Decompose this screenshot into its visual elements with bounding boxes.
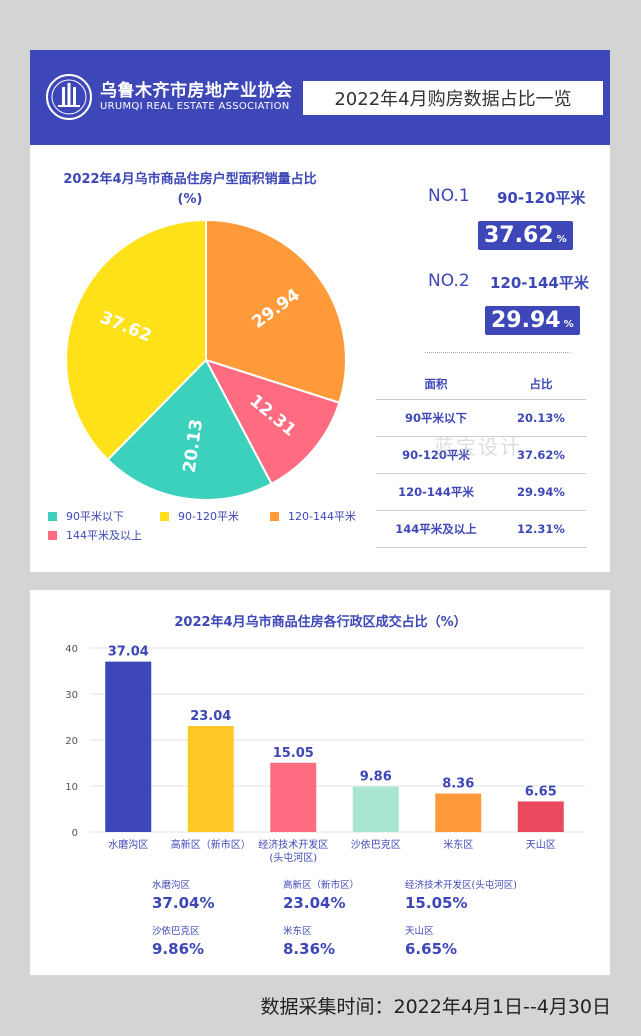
summary-value: 6.65% xyxy=(405,940,457,958)
x-category-label: 米东区 xyxy=(443,838,473,851)
watermark: 蓝宝设计 xyxy=(434,431,522,460)
rank2-range: 120-144平米 xyxy=(490,272,589,293)
summary-value: 37.04% xyxy=(152,894,214,912)
bar-value-label: 23.04 xyxy=(190,709,231,724)
y-tick-label: 10 xyxy=(65,782,78,793)
bar xyxy=(435,794,481,832)
pie-title-line1: 2022年4月乌市商品住房户型面积销量占比 xyxy=(20,170,360,190)
summary-label: 沙依巴克区 xyxy=(152,923,200,937)
table-row: 144平米及以上 12.31% xyxy=(376,511,586,548)
rank1-range: 90-120平米 xyxy=(497,187,585,208)
legend-item: 144平米及以上 xyxy=(48,527,142,543)
summary-value: 9.86% xyxy=(152,940,204,958)
logo-english-name: URUMQI REAL ESTATE ASSOCIATION xyxy=(100,101,290,112)
rank2-label: NO.2 xyxy=(428,271,470,291)
x-category-label: 天山区 xyxy=(526,839,556,851)
association-logo xyxy=(44,72,94,122)
legend-label: 144平米及以上 xyxy=(66,527,142,543)
pie-chart-title: 2022年4月乌市商品住房户型面积销量占比 (%) xyxy=(20,170,360,210)
rank1-label: NO.1 xyxy=(428,186,470,206)
legend-swatch xyxy=(160,512,169,521)
summary-label: 天山区 xyxy=(405,923,434,937)
table-cell-share: 12.31% xyxy=(496,522,586,536)
rank1-unit: % xyxy=(557,234,567,245)
legend-item: 120-144平米 xyxy=(270,508,356,524)
bar-value-label: 9.86 xyxy=(360,770,392,785)
y-tick-label: 20 xyxy=(65,736,78,747)
rank2-value-badge: 29.94% xyxy=(485,306,580,335)
table-cell-area: 120-144平米 xyxy=(376,484,496,500)
legend-item: 90-120平米 xyxy=(160,508,239,524)
summary-label: 高新区（新市区） xyxy=(283,877,359,891)
table-cell-area: 144平米及以上 xyxy=(376,521,496,537)
y-tick-label: 30 xyxy=(65,690,78,701)
rank2-value: 29.94 xyxy=(491,308,561,333)
bar xyxy=(270,763,316,832)
bar-value-label: 37.04 xyxy=(108,645,149,660)
summary-label: 水磨沟区 xyxy=(152,877,190,891)
bar xyxy=(518,801,564,832)
table-header-area: 面积 xyxy=(376,376,496,392)
x-category-label: 高新区（新市区） xyxy=(171,838,251,851)
bar-value-label: 8.36 xyxy=(442,777,474,792)
page-title: 2022年4月购房数据占比一览 xyxy=(303,81,603,115)
area-share-table: 面积 占比 90平米以下 20.13% 90-120平米 37.62% 蓝宝设计… xyxy=(376,368,586,548)
legend-swatch xyxy=(48,512,57,521)
table-row: 90-120平米 37.62% 蓝宝设计 xyxy=(376,437,586,474)
summary-value: 15.05% xyxy=(405,894,467,912)
bar xyxy=(105,662,151,832)
logo-chinese-name: 乌鲁木齐市房地产业协会 xyxy=(100,76,293,101)
dotted-divider xyxy=(425,352,570,353)
bar-chart-title: 2022年4月乌市商品住房各行政区成交占比（%） xyxy=(0,611,641,630)
table-header-share: 占比 xyxy=(496,376,586,392)
summary-value: 8.36% xyxy=(283,940,335,958)
table-row: 120-144平米 29.94% xyxy=(376,474,586,511)
table-cell-area: 90平米以下 xyxy=(376,410,496,426)
bar-value-label: 15.05 xyxy=(273,746,314,761)
summary-label: 经济技术开发区(头屯河区) xyxy=(405,877,517,891)
bar xyxy=(188,726,234,832)
rank2-unit: % xyxy=(564,319,574,330)
legend-swatch xyxy=(270,512,279,521)
rank1-value: 37.62 xyxy=(484,223,554,248)
summary-value: 23.04% xyxy=(283,894,345,912)
pie-title-line2: (%) xyxy=(20,190,360,210)
legend-label: 120-144平米 xyxy=(288,508,356,524)
y-tick-label: 0 xyxy=(72,828,78,839)
x-category-label: 沙依巴克区 xyxy=(351,838,401,851)
x-category-label: 水磨沟区 xyxy=(108,838,148,851)
data-collection-period: 数据采集时间：2022年4月1日--4月30日 xyxy=(170,992,611,1019)
bar xyxy=(353,787,399,832)
y-tick-label: 40 xyxy=(65,644,78,655)
legend-swatch xyxy=(48,531,57,540)
rank1-value-badge: 37.62% xyxy=(478,221,573,250)
legend-label: 90平米以下 xyxy=(66,508,124,524)
legend-item: 90平米以下 xyxy=(48,508,124,524)
bar-chart: 0 10 20 30 40 37.04 水磨沟区 23.04 高新区（新市区） 15.05 经济技术… xyxy=(50,630,590,870)
table-cell-share: 29.94% xyxy=(496,485,586,499)
table-header-row: 面积 占比 xyxy=(376,368,586,400)
summary-label: 米东区 xyxy=(283,923,312,937)
x-category-label: (头屯河区) xyxy=(269,851,317,864)
table-cell-share: 20.13% xyxy=(496,411,586,425)
legend-label: 90-120平米 xyxy=(178,508,239,524)
bar-value-label: 6.65 xyxy=(525,784,557,799)
x-category-label: 经济技术开发区 xyxy=(258,838,328,851)
header-banner: 乌鲁木齐市房地产业协会 URUMQI REAL ESTATE ASSOCIATI… xyxy=(30,50,610,145)
